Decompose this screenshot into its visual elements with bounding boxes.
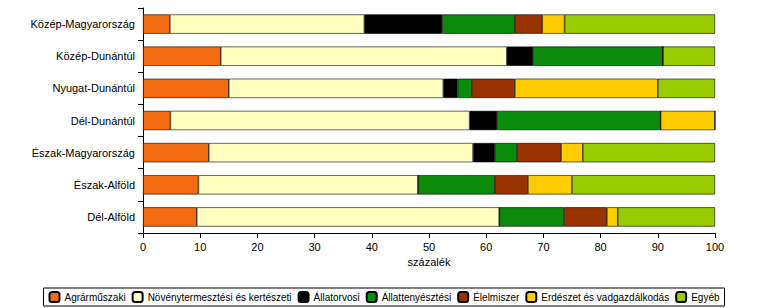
svg-text:60: 60 xyxy=(480,241,492,253)
svg-text:40: 40 xyxy=(366,241,378,253)
svg-text:Állatorvosi: Állatorvosi xyxy=(314,291,360,303)
svg-text:Élelmiszer: Élelmiszer xyxy=(473,291,520,303)
svg-text:50: 50 xyxy=(423,241,435,253)
svg-text:0: 0 xyxy=(140,241,146,253)
svg-text:90: 90 xyxy=(652,241,664,253)
svg-text:Közép-Dunántúl: Közép-Dunántúl xyxy=(56,50,135,62)
svg-text:80: 80 xyxy=(594,241,606,253)
svg-text:100: 100 xyxy=(706,241,724,253)
svg-text:10: 10 xyxy=(194,241,206,253)
svg-text:Erdészet és vadgazdálkodás: Erdészet és vadgazdálkodás xyxy=(541,292,669,303)
svg-text:Egyéb: Egyéb xyxy=(691,292,720,303)
svg-text:Dél-Alföld: Dél-Alföld xyxy=(87,211,135,223)
svg-text:Agrárműszaki: Agrárműszaki xyxy=(64,292,125,303)
svg-text:Észak-Alföld: Észak-Alföld xyxy=(74,179,135,191)
svg-text:százalék: százalék xyxy=(408,256,451,268)
svg-text:20: 20 xyxy=(251,241,263,253)
svg-text:Közép-Magyarország: Közép-Magyarország xyxy=(30,18,135,30)
svg-text:Növénytermesztési és kertészet: Növénytermesztési és kertészeti xyxy=(148,292,292,303)
svg-text:70: 70 xyxy=(537,241,549,253)
svg-text:Nyugat-Dunántúl: Nyugat-Dunántúl xyxy=(52,82,135,94)
svg-text:Észak-Magyarország: Észak-Magyarország xyxy=(32,147,135,159)
svg-text:Állattenyésztési: Állattenyésztési xyxy=(382,291,451,303)
svg-text:30: 30 xyxy=(308,241,320,253)
svg-text:Dél-Dunántúl: Dél-Dunántúl xyxy=(71,115,135,127)
